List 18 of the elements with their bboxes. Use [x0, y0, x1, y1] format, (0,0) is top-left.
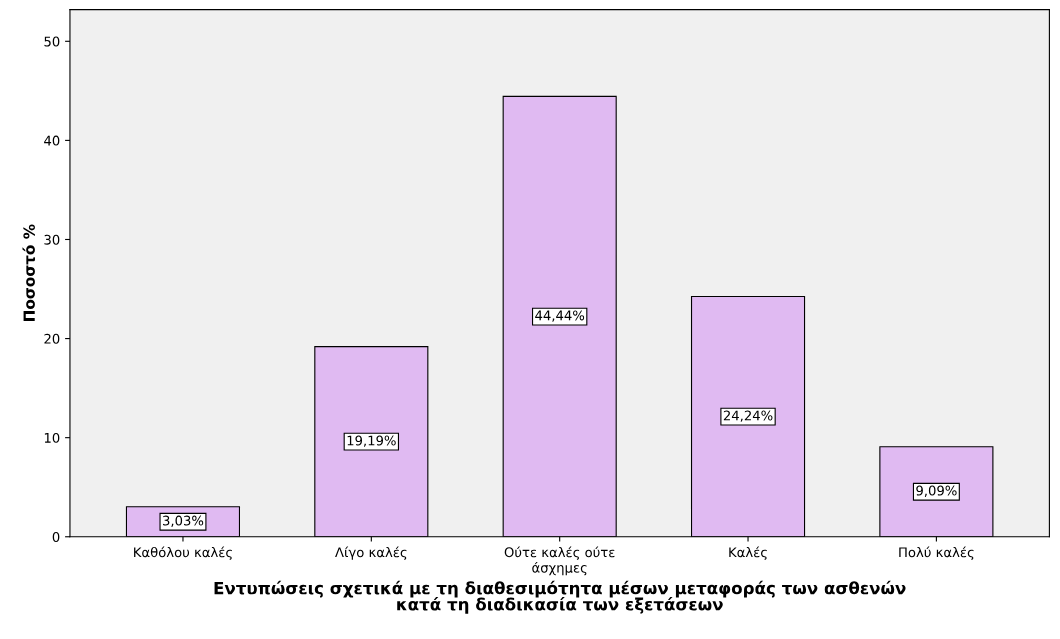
data-label: 9,09%: [916, 485, 957, 497]
data-label: 3,03%: [163, 515, 204, 527]
y-tick-label: 40: [44, 135, 60, 146]
x-tick-label: Ούτε καλές ούτε άσχημες: [504, 546, 615, 576]
x-axis-title: Εντυπώσεις σχετικά με τη διαθεσιμότητα μέσων μεταφοράς των ασθενών κατά τη διαδικασία των εξετάσεων: [214, 580, 906, 614]
y-tick-label: 20: [44, 333, 60, 344]
x-tick-label: Καλές: [729, 546, 767, 560]
y-tick-label: 30: [44, 234, 60, 245]
data-label: 24,24%: [723, 410, 773, 422]
y-tick-label: 10: [44, 432, 60, 443]
y-tick-label: 50: [44, 36, 60, 47]
data-label: 44,44%: [535, 310, 585, 322]
data-label: 19,19%: [347, 435, 396, 447]
x-tick-label: Καθόλου καλές: [134, 546, 232, 560]
y-tick-label: 0: [52, 531, 60, 542]
x-tick-label: Λίγο καλές: [335, 546, 407, 560]
x-tick-label: Πολύ καλές: [899, 546, 974, 560]
y-axis-title: Ποσοστό %: [22, 224, 36, 321]
